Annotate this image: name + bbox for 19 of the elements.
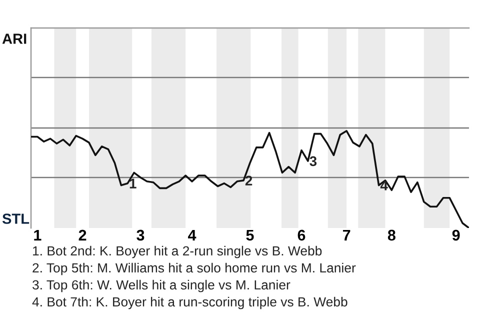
x-tick-label: 6 bbox=[298, 230, 306, 241]
x-tick-label: 7 bbox=[343, 230, 350, 240]
annotation: 2 bbox=[245, 176, 252, 186]
x-tick-label: 8 bbox=[388, 230, 396, 241]
x-tick-label: 2 bbox=[78, 230, 86, 240]
x-tick-label: 5 bbox=[246, 230, 254, 241]
x-tick-label: 1 bbox=[34, 230, 42, 240]
text: ARI bbox=[2, 34, 26, 44]
annotation: 3 bbox=[310, 156, 317, 166]
text: 3. Top 6th: W. Wells hit a single vs M. Lanier bbox=[32, 280, 290, 292]
text: 1. Bot 2nd: K. Boyer hit a 2-run single vs B. Webb bbox=[33, 246, 322, 258]
annotation: 1 bbox=[130, 178, 136, 188]
x-tick-label: 4 bbox=[188, 230, 196, 240]
annotation: 4 bbox=[380, 180, 388, 190]
text: 2. Top 5th: M. Williams hit a solo home run vs M. Lanier bbox=[32, 262, 356, 276]
x-tick-label: 9 bbox=[452, 230, 460, 241]
text: STL bbox=[2, 214, 30, 224]
x-tick-label: 3 bbox=[136, 230, 144, 241]
text: 4. Bot 7th: K. Boyer hit a run-scoring triple vs B. Webb bbox=[32, 296, 348, 310]
